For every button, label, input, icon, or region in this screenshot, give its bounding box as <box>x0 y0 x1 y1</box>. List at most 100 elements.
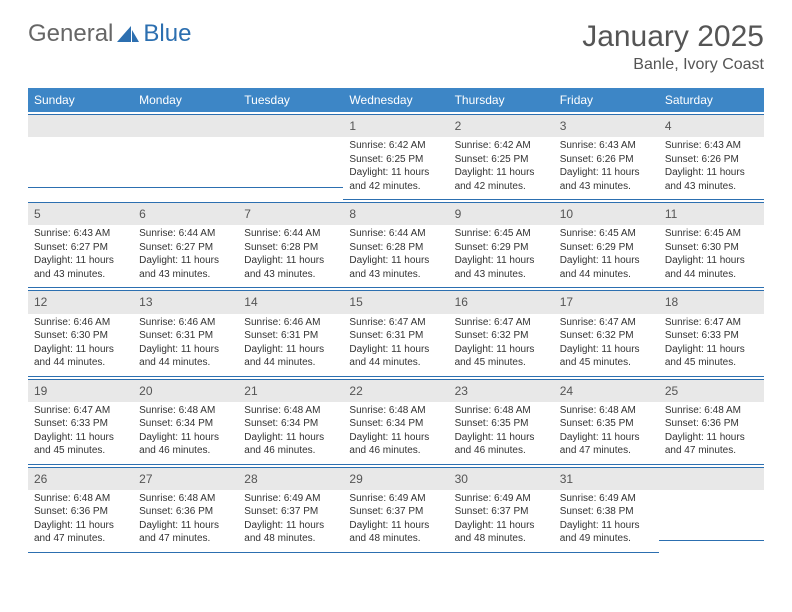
day-number: 11 <box>659 202 764 225</box>
sunset-text: Sunset: 6:25 PM <box>455 153 548 167</box>
calendar-cell: 7Sunrise: 6:44 AMSunset: 6:28 PMDaylight… <box>238 201 343 289</box>
day-number: 4 <box>659 114 764 137</box>
day-number: 15 <box>343 290 448 313</box>
calendar-cell: 28Sunrise: 6:49 AMSunset: 6:37 PMDayligh… <box>238 466 343 553</box>
daylight-text: Daylight: 11 hours and 43 minutes. <box>349 254 442 281</box>
daylight-text: Daylight: 11 hours and 44 minutes. <box>139 343 232 370</box>
day-details: Sunrise: 6:49 AMSunset: 6:38 PMDaylight:… <box>554 490 659 552</box>
day-number: 27 <box>133 467 238 490</box>
sunset-text: Sunset: 6:29 PM <box>455 241 548 255</box>
daylight-text: Daylight: 11 hours and 47 minutes. <box>560 431 653 458</box>
daylight-text: Daylight: 11 hours and 48 minutes. <box>349 519 442 546</box>
daylight-text: Daylight: 11 hours and 48 minutes. <box>244 519 337 546</box>
day-number: 26 <box>28 467 133 490</box>
day-details: Sunrise: 6:44 AMSunset: 6:28 PMDaylight:… <box>238 225 343 287</box>
empty-day-header <box>238 114 343 137</box>
calendar-table: SundayMondayTuesdayWednesdayThursdayFrid… <box>28 88 764 553</box>
weekday-header: Thursday <box>449 88 554 113</box>
day-details: Sunrise: 6:45 AMSunset: 6:29 PMDaylight:… <box>554 225 659 287</box>
daylight-text: Daylight: 11 hours and 44 minutes. <box>665 254 758 281</box>
day-details: Sunrise: 6:45 AMSunset: 6:30 PMDaylight:… <box>659 225 764 287</box>
calendar-week: 26Sunrise: 6:48 AMSunset: 6:36 PMDayligh… <box>28 466 764 553</box>
sunrise-text: Sunrise: 6:49 AM <box>455 492 548 506</box>
calendar-cell: 5Sunrise: 6:43 AMSunset: 6:27 PMDaylight… <box>28 201 133 289</box>
logo: General Blue <box>28 20 191 48</box>
calendar-cell: 21Sunrise: 6:48 AMSunset: 6:34 PMDayligh… <box>238 378 343 466</box>
calendar-cell <box>659 466 764 553</box>
daylight-text: Daylight: 11 hours and 42 minutes. <box>455 166 548 193</box>
empty-day-body <box>659 490 764 540</box>
day-number: 25 <box>659 379 764 402</box>
day-number: 16 <box>449 290 554 313</box>
calendar-cell: 1Sunrise: 6:42 AMSunset: 6:25 PMDaylight… <box>343 113 448 201</box>
location: Banle, Ivory Coast <box>582 56 764 74</box>
daylight-text: Daylight: 11 hours and 47 minutes. <box>139 519 232 546</box>
sunset-text: Sunset: 6:35 PM <box>560 417 653 431</box>
page-title: January 2025 <box>582 20 764 54</box>
sunset-text: Sunset: 6:38 PM <box>560 505 653 519</box>
sunset-text: Sunset: 6:34 PM <box>244 417 337 431</box>
daylight-text: Daylight: 11 hours and 43 minutes. <box>34 254 127 281</box>
day-details: Sunrise: 6:47 AMSunset: 6:32 PMDaylight:… <box>554 314 659 376</box>
logo-text-2: Blue <box>143 20 191 48</box>
sunset-text: Sunset: 6:32 PM <box>455 329 548 343</box>
sunrise-text: Sunrise: 6:48 AM <box>139 492 232 506</box>
sunrise-text: Sunrise: 6:48 AM <box>665 404 758 418</box>
sunrise-text: Sunrise: 6:49 AM <box>244 492 337 506</box>
day-number: 24 <box>554 379 659 402</box>
daylight-text: Daylight: 11 hours and 48 minutes. <box>455 519 548 546</box>
calendar-cell <box>133 113 238 201</box>
calendar-cell: 20Sunrise: 6:48 AMSunset: 6:34 PMDayligh… <box>133 378 238 466</box>
weekday-header: Wednesday <box>343 88 448 113</box>
calendar-cell: 11Sunrise: 6:45 AMSunset: 6:30 PMDayligh… <box>659 201 764 289</box>
daylight-text: Daylight: 11 hours and 43 minutes. <box>455 254 548 281</box>
sunset-text: Sunset: 6:37 PM <box>349 505 442 519</box>
sunset-text: Sunset: 6:29 PM <box>560 241 653 255</box>
sunrise-text: Sunrise: 6:44 AM <box>139 227 232 241</box>
day-number: 2 <box>449 114 554 137</box>
sunrise-text: Sunrise: 6:47 AM <box>349 316 442 330</box>
sunset-text: Sunset: 6:25 PM <box>349 153 442 167</box>
calendar-week: 12Sunrise: 6:46 AMSunset: 6:30 PMDayligh… <box>28 289 764 377</box>
sunset-text: Sunset: 6:36 PM <box>34 505 127 519</box>
sunset-text: Sunset: 6:30 PM <box>665 241 758 255</box>
calendar-cell: 4Sunrise: 6:43 AMSunset: 6:26 PMDaylight… <box>659 113 764 201</box>
sunrise-text: Sunrise: 6:43 AM <box>665 139 758 153</box>
calendar-cell: 8Sunrise: 6:44 AMSunset: 6:28 PMDaylight… <box>343 201 448 289</box>
sunrise-text: Sunrise: 6:46 AM <box>34 316 127 330</box>
sunrise-text: Sunrise: 6:45 AM <box>560 227 653 241</box>
sunset-text: Sunset: 6:33 PM <box>34 417 127 431</box>
day-number: 18 <box>659 290 764 313</box>
sunrise-text: Sunrise: 6:45 AM <box>455 227 548 241</box>
sunset-text: Sunset: 6:28 PM <box>244 241 337 255</box>
sunrise-text: Sunrise: 6:48 AM <box>455 404 548 418</box>
day-number: 19 <box>28 379 133 402</box>
day-details: Sunrise: 6:48 AMSunset: 6:36 PMDaylight:… <box>133 490 238 552</box>
day-details: Sunrise: 6:43 AMSunset: 6:26 PMDaylight:… <box>554 137 659 199</box>
sunset-text: Sunset: 6:34 PM <box>139 417 232 431</box>
calendar-cell: 23Sunrise: 6:48 AMSunset: 6:35 PMDayligh… <box>449 378 554 466</box>
day-number: 29 <box>343 467 448 490</box>
daylight-text: Daylight: 11 hours and 46 minutes. <box>139 431 232 458</box>
calendar-cell <box>28 113 133 201</box>
day-number: 14 <box>238 290 343 313</box>
day-details: Sunrise: 6:47 AMSunset: 6:31 PMDaylight:… <box>343 314 448 376</box>
calendar-cell: 27Sunrise: 6:48 AMSunset: 6:36 PMDayligh… <box>133 466 238 553</box>
day-details: Sunrise: 6:49 AMSunset: 6:37 PMDaylight:… <box>343 490 448 552</box>
sunrise-text: Sunrise: 6:47 AM <box>34 404 127 418</box>
day-details: Sunrise: 6:48 AMSunset: 6:35 PMDaylight:… <box>554 402 659 464</box>
calendar-cell: 25Sunrise: 6:48 AMSunset: 6:36 PMDayligh… <box>659 378 764 466</box>
sunrise-text: Sunrise: 6:44 AM <box>349 227 442 241</box>
empty-day-header <box>659 467 764 490</box>
sunrise-text: Sunrise: 6:47 AM <box>665 316 758 330</box>
sunrise-text: Sunrise: 6:48 AM <box>34 492 127 506</box>
day-number: 21 <box>238 379 343 402</box>
sunrise-text: Sunrise: 6:48 AM <box>139 404 232 418</box>
weekday-header: Tuesday <box>238 88 343 113</box>
calendar-week: 5Sunrise: 6:43 AMSunset: 6:27 PMDaylight… <box>28 201 764 289</box>
weekday-header: Saturday <box>659 88 764 113</box>
daylight-text: Daylight: 11 hours and 44 minutes. <box>349 343 442 370</box>
day-details: Sunrise: 6:44 AMSunset: 6:27 PMDaylight:… <box>133 225 238 287</box>
day-details: Sunrise: 6:48 AMSunset: 6:34 PMDaylight:… <box>343 402 448 464</box>
weekday-header-row: SundayMondayTuesdayWednesdayThursdayFrid… <box>28 88 764 113</box>
